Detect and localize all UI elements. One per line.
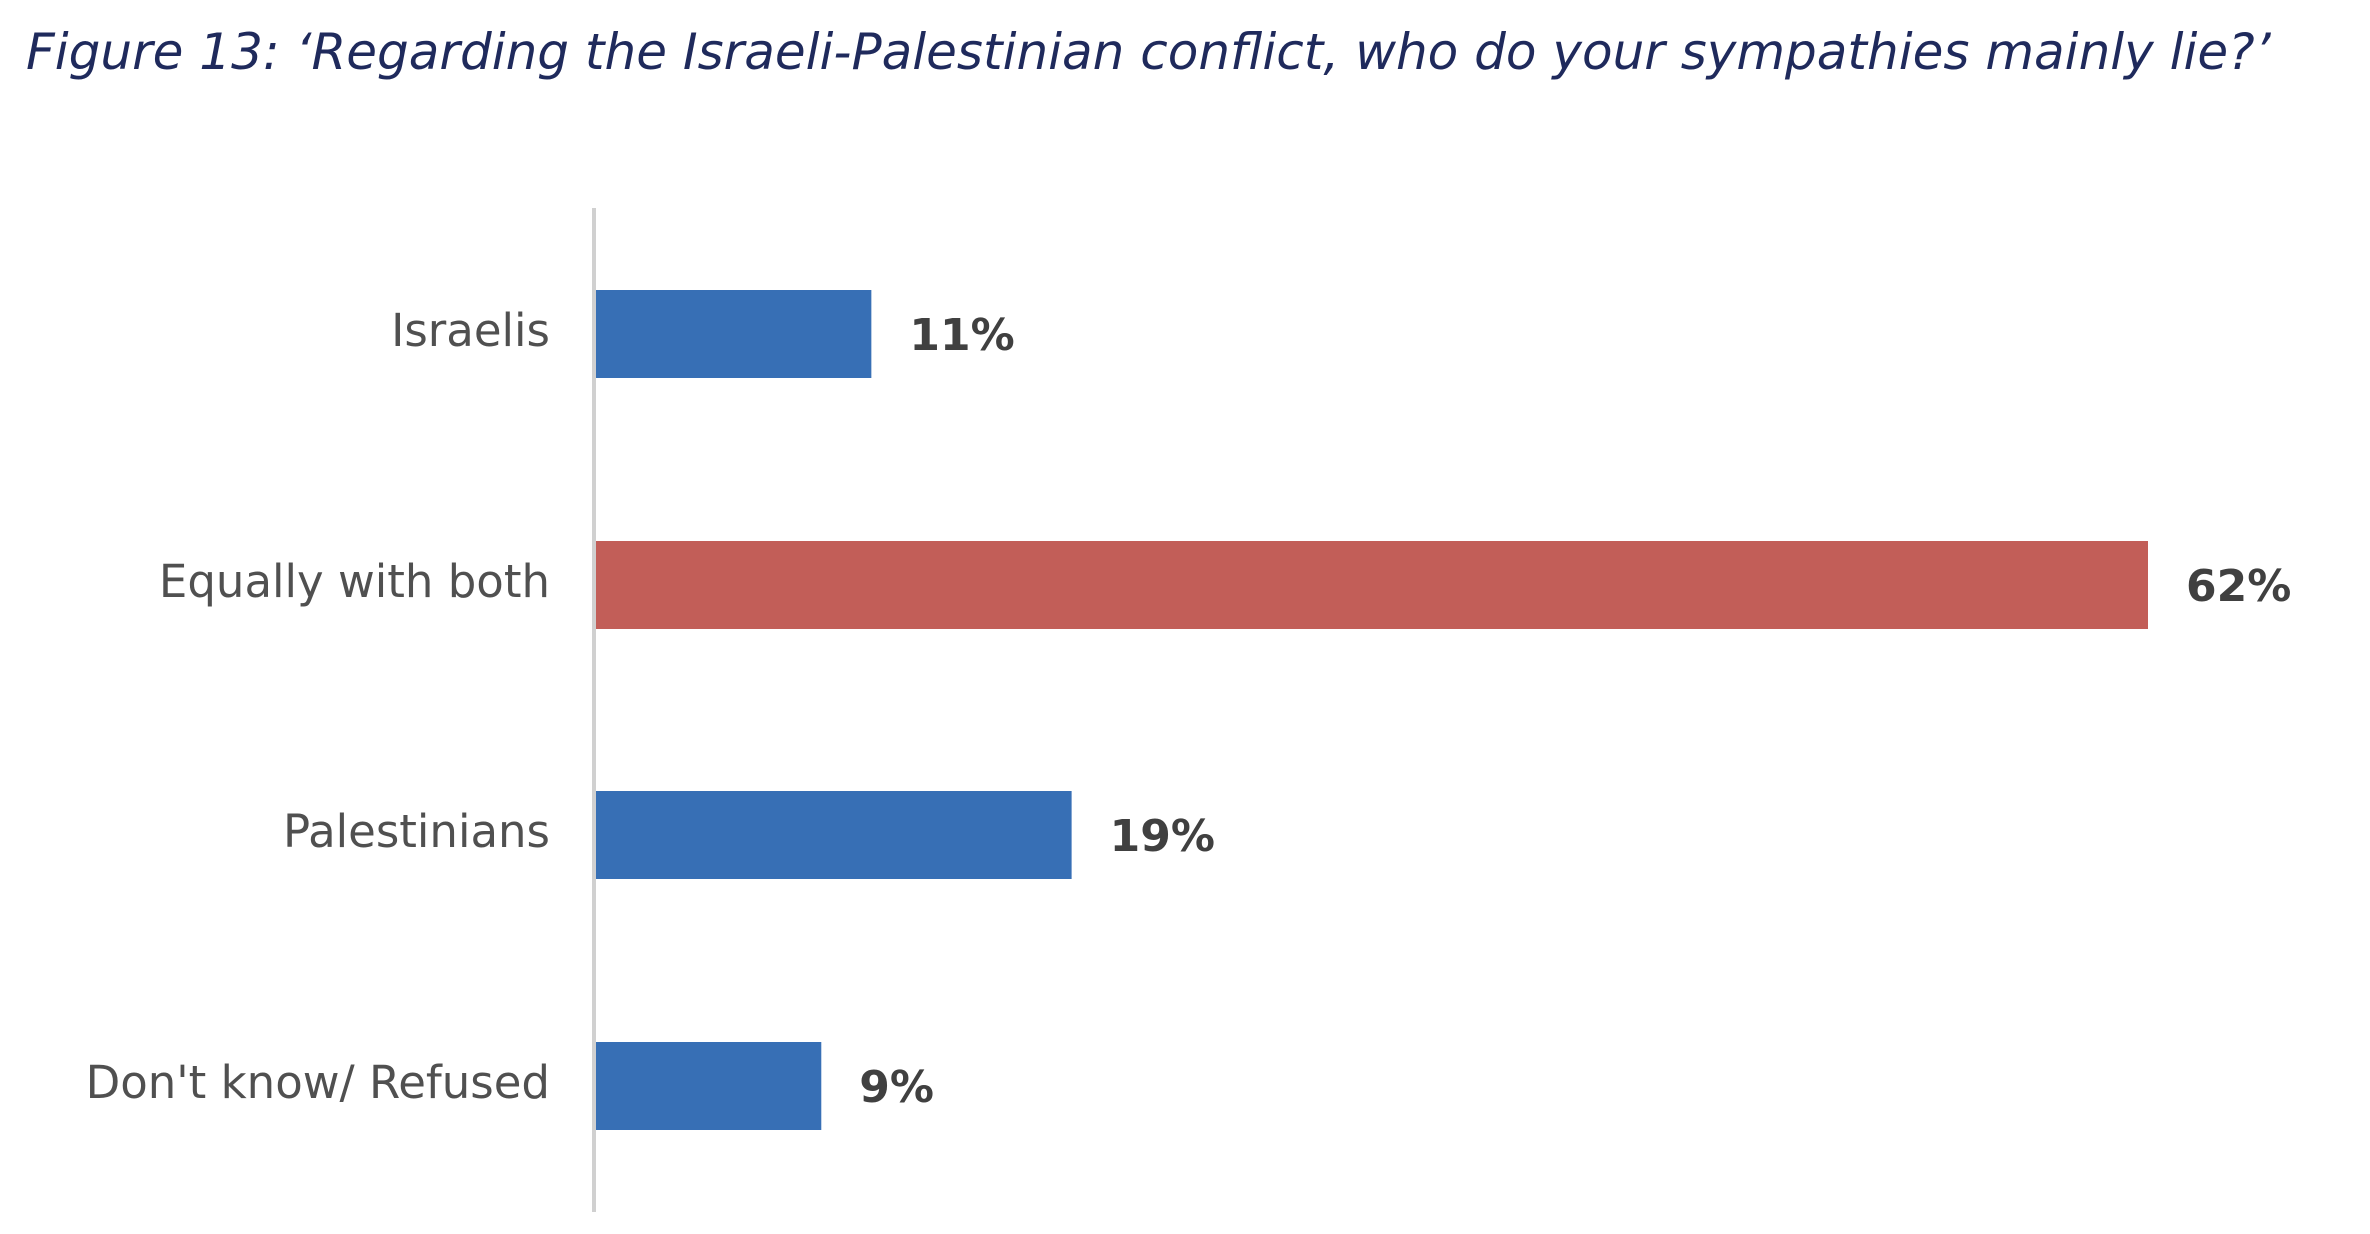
category-label: Equally with both xyxy=(159,555,550,608)
data-label: 9% xyxy=(859,1062,934,1113)
data-label: 11% xyxy=(909,310,1014,361)
data-label: 62% xyxy=(2186,561,2291,612)
category-label: Israelis xyxy=(391,304,550,357)
data-label: 19% xyxy=(1110,811,1215,862)
bar-israelis xyxy=(596,290,872,378)
bar-palestinians xyxy=(596,791,1072,879)
page-title: Figure 13: ‘Regarding the Israeli-Palest… xyxy=(26,23,2271,81)
bar-equally-with-both xyxy=(596,541,2148,629)
bar-don-t-know-refused xyxy=(596,1042,822,1130)
category-label: Don't know/ Refused xyxy=(86,1056,550,1109)
chart-marks: Israelis 11% Equally with both 62% Palestini… xyxy=(86,290,2291,1130)
category-label: Palestinians xyxy=(283,805,550,858)
